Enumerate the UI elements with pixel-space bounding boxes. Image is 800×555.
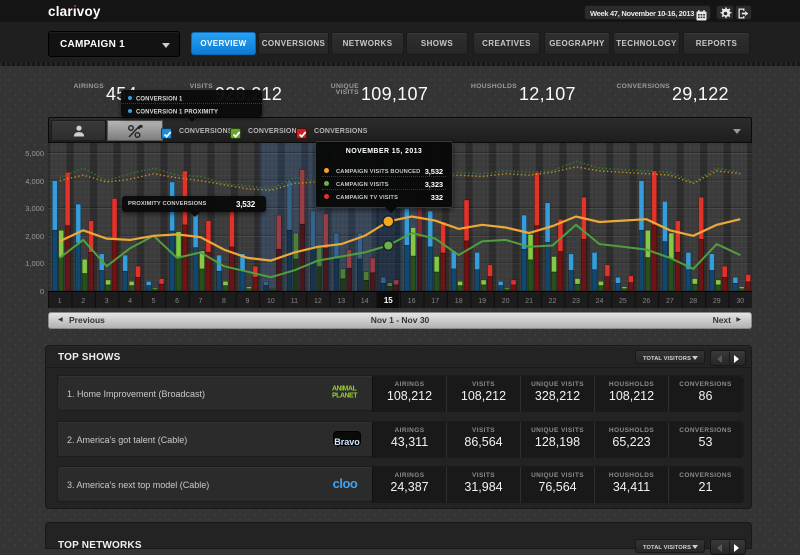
- svg-text:8: 8: [222, 298, 226, 305]
- svg-text:26: 26: [643, 298, 651, 305]
- svg-text:10: 10: [267, 298, 275, 305]
- svg-text:20: 20: [502, 298, 510, 305]
- svg-text:12: 12: [314, 298, 322, 305]
- svg-text:2: 2: [81, 298, 85, 305]
- svg-text:30: 30: [736, 298, 744, 305]
- svg-text:11: 11: [291, 298, 298, 305]
- svg-text:5: 5: [152, 298, 156, 305]
- svg-text:3: 3: [105, 298, 109, 305]
- svg-text:1: 1: [58, 298, 62, 305]
- svg-text:7: 7: [199, 298, 203, 305]
- svg-text:22: 22: [549, 298, 557, 305]
- svg-text:16: 16: [408, 298, 416, 305]
- svg-text:14: 14: [361, 298, 369, 305]
- svg-text:9: 9: [246, 298, 250, 305]
- svg-text:15: 15: [384, 296, 393, 305]
- svg-text:29: 29: [713, 298, 721, 305]
- svg-text:25: 25: [619, 298, 627, 305]
- svg-text:28: 28: [689, 298, 697, 305]
- svg-text:13: 13: [337, 298, 345, 305]
- svg-text:4: 4: [128, 298, 132, 305]
- svg-text:17: 17: [431, 298, 439, 305]
- svg-text:18: 18: [455, 298, 463, 305]
- svg-text:24: 24: [596, 298, 604, 305]
- svg-text:27: 27: [666, 298, 674, 305]
- svg-text:19: 19: [478, 298, 486, 305]
- svg-text:21: 21: [525, 298, 533, 305]
- svg-text:6: 6: [175, 298, 179, 305]
- svg-text:23: 23: [572, 298, 580, 305]
